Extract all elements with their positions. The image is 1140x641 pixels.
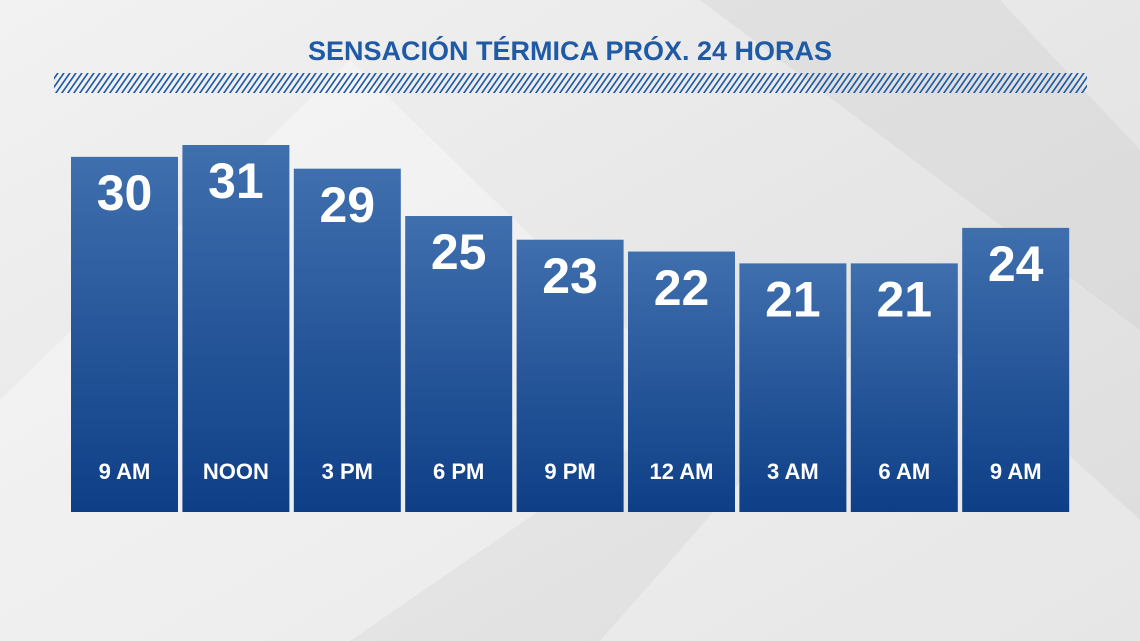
bar xyxy=(182,145,290,512)
bar xyxy=(71,156,178,512)
x-tick-label: 6 AM xyxy=(878,459,930,484)
bar xyxy=(293,168,401,512)
title-underline xyxy=(54,73,1087,93)
bar xyxy=(850,263,958,512)
value-label: 22 xyxy=(654,260,710,316)
value-label: 29 xyxy=(319,177,375,233)
value-label: 21 xyxy=(765,272,821,328)
bars: 30 9 AM 31 NOON 29 3 PM 25 6 PM 23 9 PM 22 12 AM 21 3… xyxy=(71,145,1070,513)
x-tick-label: 3 AM xyxy=(767,459,819,484)
chart-title: SENSACIÓN TÉRMICA PRÓX. 24 HORAS xyxy=(308,35,832,66)
x-tick-label: NOON xyxy=(203,459,269,484)
value-label: 23 xyxy=(542,248,598,304)
x-tick-label: 9 PM xyxy=(544,459,595,484)
x-tick-label: 12 AM xyxy=(650,459,714,484)
bar xyxy=(739,263,847,512)
value-label: 31 xyxy=(208,153,264,209)
value-label: 21 xyxy=(876,272,932,328)
x-tick-label: 3 PM xyxy=(322,459,373,484)
value-label: 30 xyxy=(97,165,153,221)
x-tick-label: 9 AM xyxy=(990,459,1042,484)
bar xyxy=(405,216,513,512)
bar xyxy=(628,251,735,512)
value-label: 24 xyxy=(988,236,1044,292)
x-tick-label: 6 PM xyxy=(433,459,484,484)
bar xyxy=(962,227,1070,512)
bar xyxy=(516,239,624,513)
value-label: 25 xyxy=(431,224,487,280)
x-tick-label: 9 AM xyxy=(99,459,151,484)
